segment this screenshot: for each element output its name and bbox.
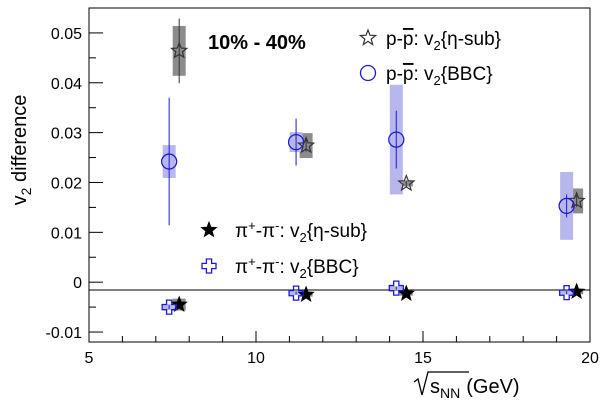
y-tick-label: -0.01 [46,325,83,342]
y-tick-label: 0.05 [51,26,82,43]
legend-marker-pipi-eta [200,220,218,238]
y-axis-title: v2 difference [9,95,34,206]
point-pipi_bbc [288,285,304,301]
point-pp_eta [296,135,316,154]
y-tick-label: 0.01 [51,225,82,242]
legend-lower: π+-π-: v2{η-sub} π+-π-: v2{BBC} [200,218,367,281]
point-pp_eta [397,173,416,192]
y-tick-labels: -0.01 0 0.01 0.02 0.03 0.04 0.05 [46,26,83,342]
legend-marker-pp-bbc [359,64,377,82]
systematic-boxes [162,25,584,311]
legend-marker-shape [201,258,217,274]
point-pipi_eta [297,285,315,303]
sqrt-icon [413,371,469,396]
point-pp_bbc [388,131,405,148]
point-pipi_bbc [558,284,575,301]
y-tick-label: 0.04 [51,76,82,93]
x-tick-label: 15 [414,350,432,367]
point-pipi_eta [170,295,188,313]
legend-label-pp-bbc: p-p: v2{BBC} [386,64,493,88]
plot-frame [88,7,591,343]
point-pipi_eta [567,282,586,299]
legend-label-pp-eta: p-p: v2{η-sub} [386,29,501,53]
svg-text:sNN(GeV): sNN (GeV) [430,376,520,401]
legend-marker-shape [200,220,218,238]
x-tick-label: 10 [247,350,265,367]
legend-marker-pp-eta [358,28,378,46]
legend-marker-pipi-bbc [201,258,217,274]
point-pp_bbc [558,197,575,215]
legend-label-pipi-eta: π+-π-: v2{η-sub} [235,218,367,245]
point-pp_eta [170,41,189,59]
point-pipi_bbc [388,280,404,296]
x-tick-label: 20 [581,350,599,367]
axis-ticks [88,7,591,342]
legend-marker-shape [359,64,377,82]
legend-label-pipi-bbc: π+-π-: v2{BBC} [235,254,359,281]
x-axis-title: sNN (GeV) [413,371,520,401]
y-tick-label: 0.03 [51,126,82,143]
x-tick-labels: 5 10 15 20 [85,350,599,367]
point-pp_bbc [287,133,305,151]
legend-marker-shape [358,28,378,46]
x-tick-label: 5 [85,350,94,367]
point-pipi_bbc [161,299,177,315]
y-tick-label: 0 [73,275,82,292]
centrality-label: 10% - 40% [208,32,306,54]
legend-upper: p-p: v2{η-sub} p-p: v2{BBC} [358,28,501,88]
point-pp_bbc [161,153,178,170]
point-pp_eta [567,191,586,209]
y-tick-label: 0.02 [51,175,82,192]
stat-error-bars [168,18,578,310]
data-markers [161,41,586,315]
